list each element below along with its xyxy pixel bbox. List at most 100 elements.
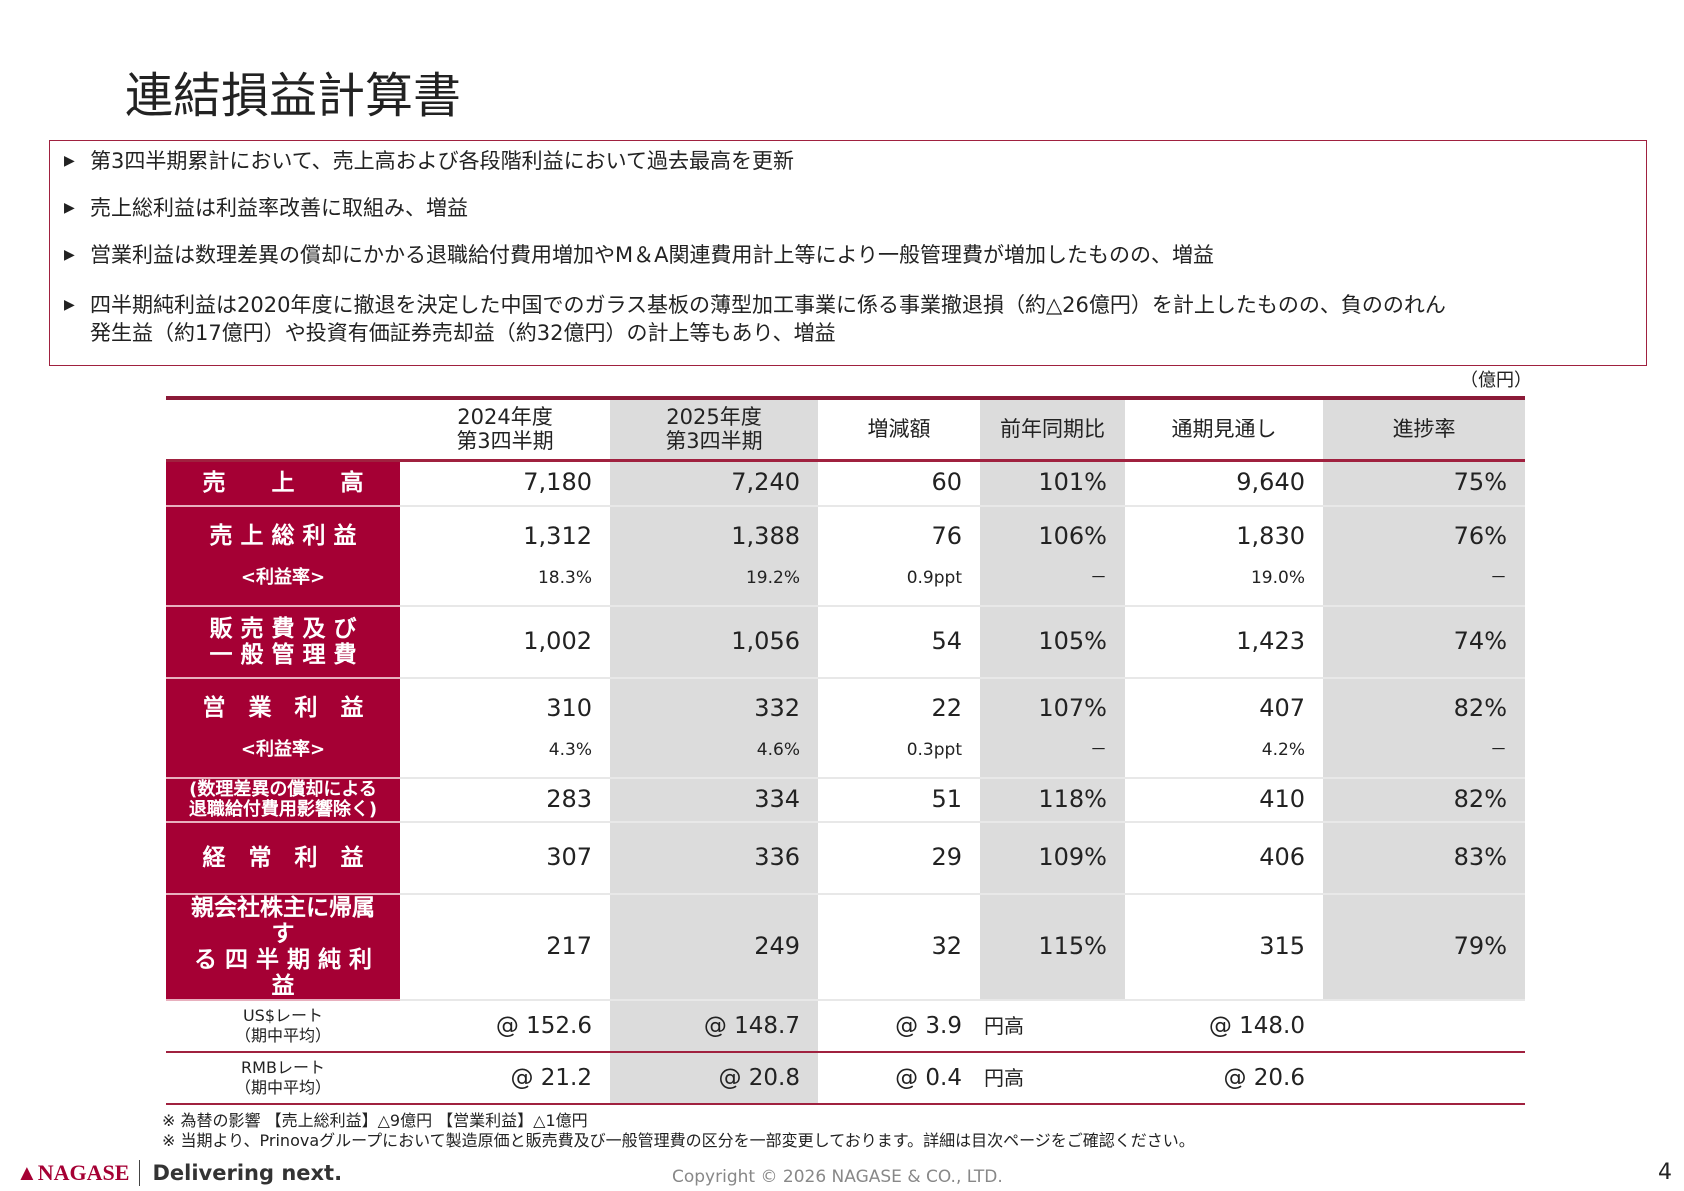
value-cell: 1,830 19.0% xyxy=(1125,506,1323,607)
table-row: 売 上 高 7,180 7,240 60 101% 9,640 75% xyxy=(166,460,1525,507)
value-cell: 109% xyxy=(980,822,1125,895)
row-label: 親会社株主に帰属する 四 半 期 純 利 益 xyxy=(166,894,400,1001)
value-cell: @ 148.0 xyxy=(1125,1000,1323,1053)
value-cell: 円高 xyxy=(980,1000,1125,1053)
value-cell: 円高 xyxy=(980,1052,1125,1105)
value-cell: 76% － xyxy=(1323,506,1525,607)
row-label: 販 売 費 及 び一 般 管 理 費 xyxy=(166,606,400,679)
value-cell: 29 xyxy=(818,822,980,895)
value-cell: 82% － xyxy=(1323,678,1525,779)
main-content: 2024年度 第3四半期 2025年度 第3四半期 増減額 前年同期比 通期見通し … xyxy=(162,396,1525,1151)
bullet-text: 営業利益は数理差異の償却にかかる退職給付費用増加やM＆A関連費用計上等により一般… xyxy=(90,243,1215,267)
col-header-fy2024: 2024年度 第3四半期 xyxy=(400,398,610,462)
value-cell: 118% xyxy=(980,778,1125,823)
triangle-bullet-icon: ▶ xyxy=(64,200,75,216)
table-row: 販 売 費 及 び一 般 管 理 費 1,002 1,056 54 105% 1,423 7… xyxy=(166,606,1525,679)
value-cell: 1,056 xyxy=(610,606,818,679)
copyright: Copyright © 2026 NAGASE & CO., LTD. xyxy=(672,1167,1003,1187)
value-cell: 307 xyxy=(400,822,610,895)
bullet-text: 売上総利益は利益率改善に取組み、増益 xyxy=(90,196,468,220)
value-cell: 75% xyxy=(1323,460,1525,507)
value-cell: 51 xyxy=(818,778,980,823)
empty-cell xyxy=(1323,1000,1525,1053)
nagase-logo: ▲NAGASE xyxy=(16,1160,130,1185)
row-label: 経 常 利 益 xyxy=(166,822,400,895)
value-cell: 310 4.3% xyxy=(400,678,610,779)
bullet-text: 発生益（約17億円）や投資有価証券売却益（約32億円）の計上等もあり、増益 xyxy=(90,321,836,345)
table-row: 経 常 利 益 307 336 29 109% 406 83% xyxy=(166,822,1525,895)
value-cell: 76 0.9ppt xyxy=(818,506,980,607)
value-cell: 217 xyxy=(400,894,610,1001)
value-cell: 1,312 18.3% xyxy=(400,506,610,607)
value-cell: 406 xyxy=(1125,822,1323,895)
value-cell: @ 148.7 xyxy=(610,1000,818,1053)
value-cell: @ 21.2 xyxy=(400,1052,610,1105)
col-header-fy2025: 2025年度 第3四半期 xyxy=(610,398,818,462)
value-cell: 332 4.6% xyxy=(610,678,818,779)
page-title: 連結損益計算書 xyxy=(125,68,462,124)
value-cell: 74% xyxy=(1323,606,1525,679)
value-cell: 7,180 xyxy=(400,460,610,507)
value-cell: @ 152.6 xyxy=(400,1000,610,1053)
value-cell: 54 xyxy=(818,606,980,679)
value-cell: 107% － xyxy=(980,678,1125,779)
header-blank xyxy=(166,398,400,462)
bullet-item: ▶ 第3四半期累計において、売上高および各段階利益において過去最高を更新 xyxy=(64,147,1636,175)
footnotes: ※ 為替の影響 【売上総利益】△9億円 【営業利益】△1億円 ※ 当期より、Pr… xyxy=(162,1111,1525,1151)
value-cell: @ 3.9 xyxy=(818,1000,980,1053)
value-cell: 1,388 19.2% xyxy=(610,506,818,607)
triangle-bullet-icon: ▶ xyxy=(64,153,75,169)
footnote: ※ 為替の影響 【売上総利益】△9億円 【営業利益】△1億円 xyxy=(162,1111,588,1130)
header-row: 2024年度 第3四半期 2025年度 第3四半期 増減額 前年同期比 通期見通し … xyxy=(166,398,1525,462)
bullet-item: ▶ 営業利益は数理差異の償却にかかる退職給付費用増加やM＆A関連費用計上等により一… xyxy=(64,241,1636,269)
fx-label: RMBレート （期中平均） xyxy=(166,1052,400,1105)
value-cell: 22 0.3ppt xyxy=(818,678,980,779)
value-cell: 1,002 xyxy=(400,606,610,679)
value-cell: @ 0.4 xyxy=(818,1052,980,1105)
company-logo: ▲NAGASE Delivering next. xyxy=(16,1160,342,1186)
value-cell: @ 20.8 xyxy=(610,1052,818,1105)
bullet-text: 四半期純利益は2020年度に撤退を決定した中国でのガラス基板の薄型加工事業に係る… xyxy=(90,293,1446,317)
value-cell: 79% xyxy=(1323,894,1525,1001)
triangle-bullet-icon: ▶ xyxy=(64,297,75,313)
table-row: 売 上 総 利 益 <利益率> 1,312 18.3% 1,388 19.2% 76 0.9p… xyxy=(166,506,1525,607)
row-label: 売 上 総 利 益 <利益率> xyxy=(166,506,400,607)
value-cell: @ 20.6 xyxy=(1125,1052,1323,1105)
fx-label: US$レート （期中平均） xyxy=(166,1000,400,1053)
value-cell: 407 4.2% xyxy=(1125,678,1323,779)
value-cell: 1,423 xyxy=(1125,606,1323,679)
unit-label: （億円） xyxy=(1460,370,1532,391)
col-header-change: 増減額 xyxy=(818,398,980,462)
value-cell: 336 xyxy=(610,822,818,895)
value-cell: 315 xyxy=(1125,894,1323,1001)
value-cell: 105% xyxy=(980,606,1125,679)
value-cell: 115% xyxy=(980,894,1125,1001)
summary-box: ▶ 第3四半期累計において、売上高および各段階利益において過去最高を更新 ▶ 売上総… xyxy=(49,140,1647,366)
value-cell: 82% xyxy=(1323,778,1525,823)
row-label: 売 上 高 xyxy=(166,460,400,507)
footnote: ※ 当期より、Prinovaグループにおいて製造原価と販売費及び一般管理費の区分… xyxy=(162,1131,1195,1150)
fx-rate-row: US$レート （期中平均） @ 152.6 @ 148.7 @ 3.9 円高 @ 148.0 xyxy=(166,1000,1525,1053)
row-label: (数理差異の償却による 退職給付費用影響除く) xyxy=(166,778,400,823)
value-cell: 32 xyxy=(818,894,980,1001)
row-label: 営 業 利 益 <利益率> xyxy=(166,678,400,779)
tagline: Delivering next. xyxy=(139,1160,342,1186)
value-cell: 410 xyxy=(1125,778,1323,823)
empty-cell xyxy=(1323,1052,1525,1105)
triangle-bullet-icon: ▶ xyxy=(64,247,75,263)
income-statement-table: 2024年度 第3四半期 2025年度 第3四半期 増減額 前年同期比 通期見通し … xyxy=(166,396,1525,1105)
value-cell: 7,240 xyxy=(610,460,818,507)
col-header-progress: 進捗率 xyxy=(1323,398,1525,462)
value-cell: 60 xyxy=(818,460,980,507)
value-cell: 249 xyxy=(610,894,818,1001)
value-cell: 101% xyxy=(980,460,1125,507)
value-cell: 283 xyxy=(400,778,610,823)
fx-rate-row: RMBレート （期中平均） @ 21.2 @ 20.8 @ 0.4 円高 @ 20.6 xyxy=(166,1052,1525,1105)
col-header-yoy: 前年同期比 xyxy=(980,398,1125,462)
bullet-item: ▶ 売上総利益は利益率改善に取組み、増益 xyxy=(64,194,1636,222)
table-row: 親会社株主に帰属する 四 半 期 純 利 益 217 249 32 115% 315 79% xyxy=(166,894,1525,1001)
col-header-forecast: 通期見通し xyxy=(1125,398,1323,462)
page-number: 4 xyxy=(1658,1160,1672,1185)
value-cell: 334 xyxy=(610,778,818,823)
table-row: (数理差異の償却による 退職給付費用影響除く) 283 334 51 118% 410 82% xyxy=(166,778,1525,823)
